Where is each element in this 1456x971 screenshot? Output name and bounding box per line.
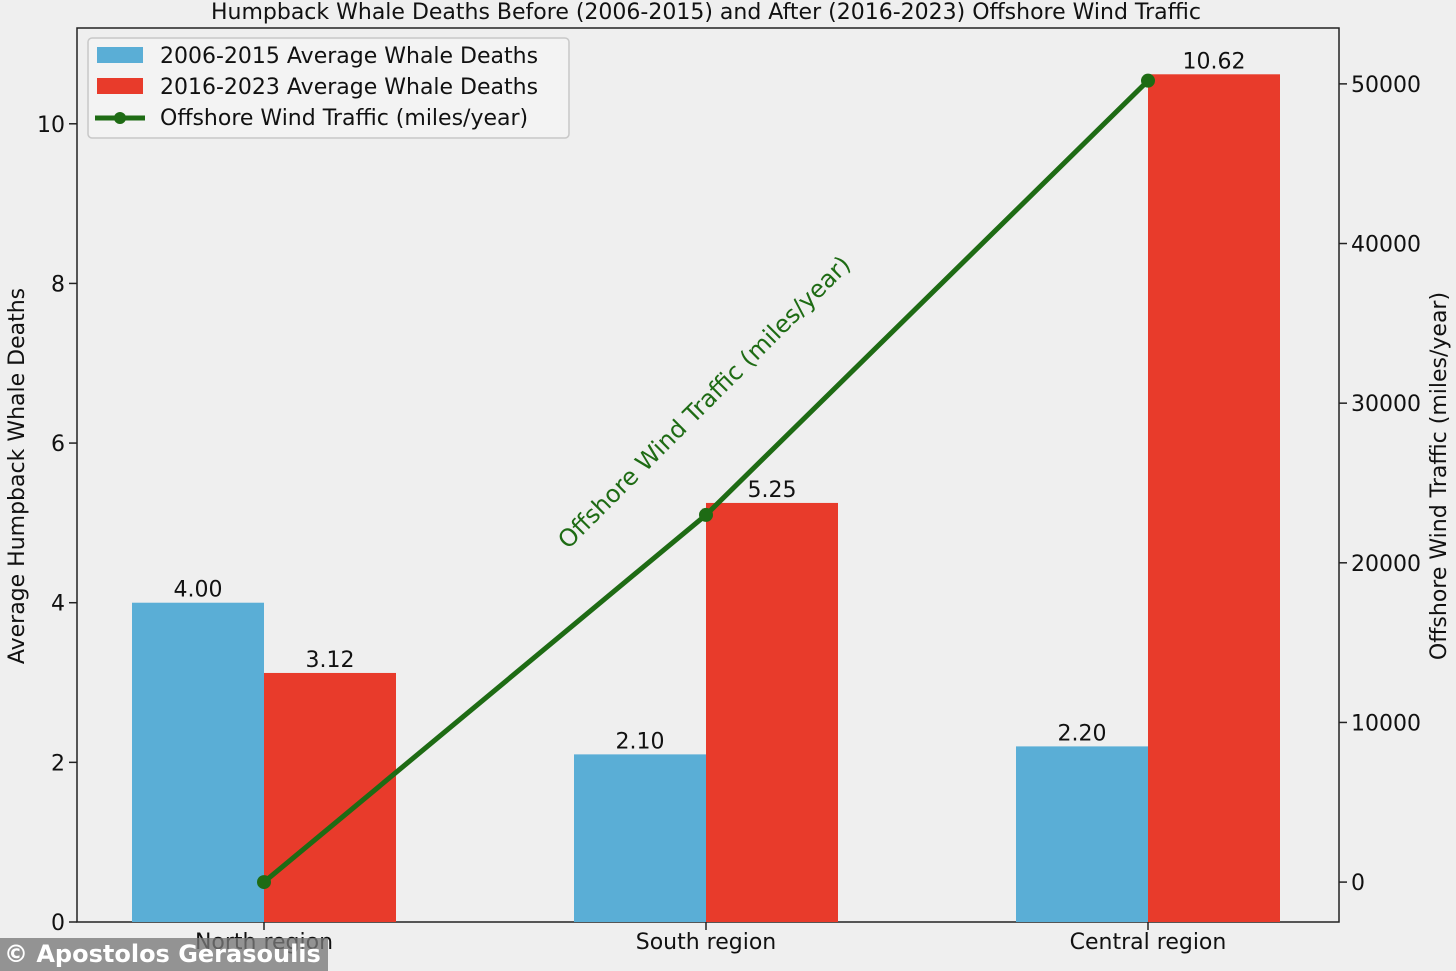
y-tick-label-5: 10 bbox=[37, 113, 65, 138]
traffic-point-1 bbox=[699, 507, 713, 522]
traffic-point-0 bbox=[257, 875, 271, 890]
legend: 2006-2015 Average Whale Deaths 2016-2023… bbox=[87, 37, 570, 139]
chart-title: Humpback Whale Deaths Before (2006-2015)… bbox=[211, 0, 1201, 25]
y2-tick-label-3: 30000 bbox=[1351, 392, 1421, 417]
legend-marker-traffic bbox=[114, 112, 126, 124]
data-label-before-2: 2.20 bbox=[1058, 721, 1107, 746]
data-label-before-1: 2.10 bbox=[616, 729, 665, 754]
y-axis-title: Average Humpback Whale Deaths bbox=[5, 288, 30, 664]
legend-swatch-after bbox=[97, 78, 143, 94]
traffic-line bbox=[257, 73, 1155, 890]
y-tick-label-4: 8 bbox=[51, 272, 65, 297]
bar-after-0 bbox=[264, 672, 396, 922]
y-tick-label-2: 4 bbox=[51, 592, 65, 617]
y2-axis-title: Offshore Wind Traffic (miles/year) bbox=[1427, 292, 1452, 660]
data-label-after-1: 5.25 bbox=[748, 478, 797, 503]
y2-axis-ticks: 0 10000 20000 30000 40000 50000 bbox=[1339, 73, 1421, 896]
bar-before-1 bbox=[574, 754, 706, 922]
y-tick-label-1: 2 bbox=[51, 751, 65, 776]
bar-before-2 bbox=[1016, 746, 1148, 922]
bar-before-0 bbox=[132, 602, 264, 922]
data-label-before-0: 4.00 bbox=[174, 578, 223, 603]
bar-after-2 bbox=[1148, 74, 1280, 922]
x-tick-label-1: South region bbox=[636, 930, 777, 955]
y2-tick-label-4: 40000 bbox=[1351, 233, 1421, 258]
y-tick-label-3: 6 bbox=[51, 432, 65, 457]
y-tick-label-0: 0 bbox=[51, 911, 65, 936]
legend-box bbox=[87, 37, 570, 139]
y2-tick-label-5: 50000 bbox=[1351, 73, 1421, 98]
image-credit: © Apostolos Gerasoulis bbox=[0, 938, 328, 971]
y2-tick-label-2: 20000 bbox=[1351, 552, 1421, 577]
data-label-after-2: 10.62 bbox=[1183, 49, 1246, 74]
legend-swatch-before bbox=[97, 47, 143, 63]
bar-labels: 4.00 2.10 2.20 3.12 5.25 10.62 bbox=[174, 49, 1246, 754]
bars bbox=[132, 74, 1280, 922]
legend-label-traffic: Offshore Wind Traffic (miles/year) bbox=[160, 106, 528, 131]
y-axis-ticks: 0 2 4 6 8 10 bbox=[37, 113, 77, 936]
legend-label-before: 2006-2015 Average Whale Deaths bbox=[160, 44, 538, 69]
legend-label-after: 2016-2023 Average Whale Deaths bbox=[160, 75, 538, 100]
bar-after-1 bbox=[706, 502, 838, 922]
y2-tick-label-1: 10000 bbox=[1351, 711, 1421, 736]
data-label-after-0: 3.12 bbox=[306, 648, 355, 673]
y2-tick-label-0: 0 bbox=[1351, 871, 1365, 896]
traffic-point-2 bbox=[1141, 73, 1155, 88]
x-tick-label-2: Central region bbox=[1070, 930, 1227, 955]
